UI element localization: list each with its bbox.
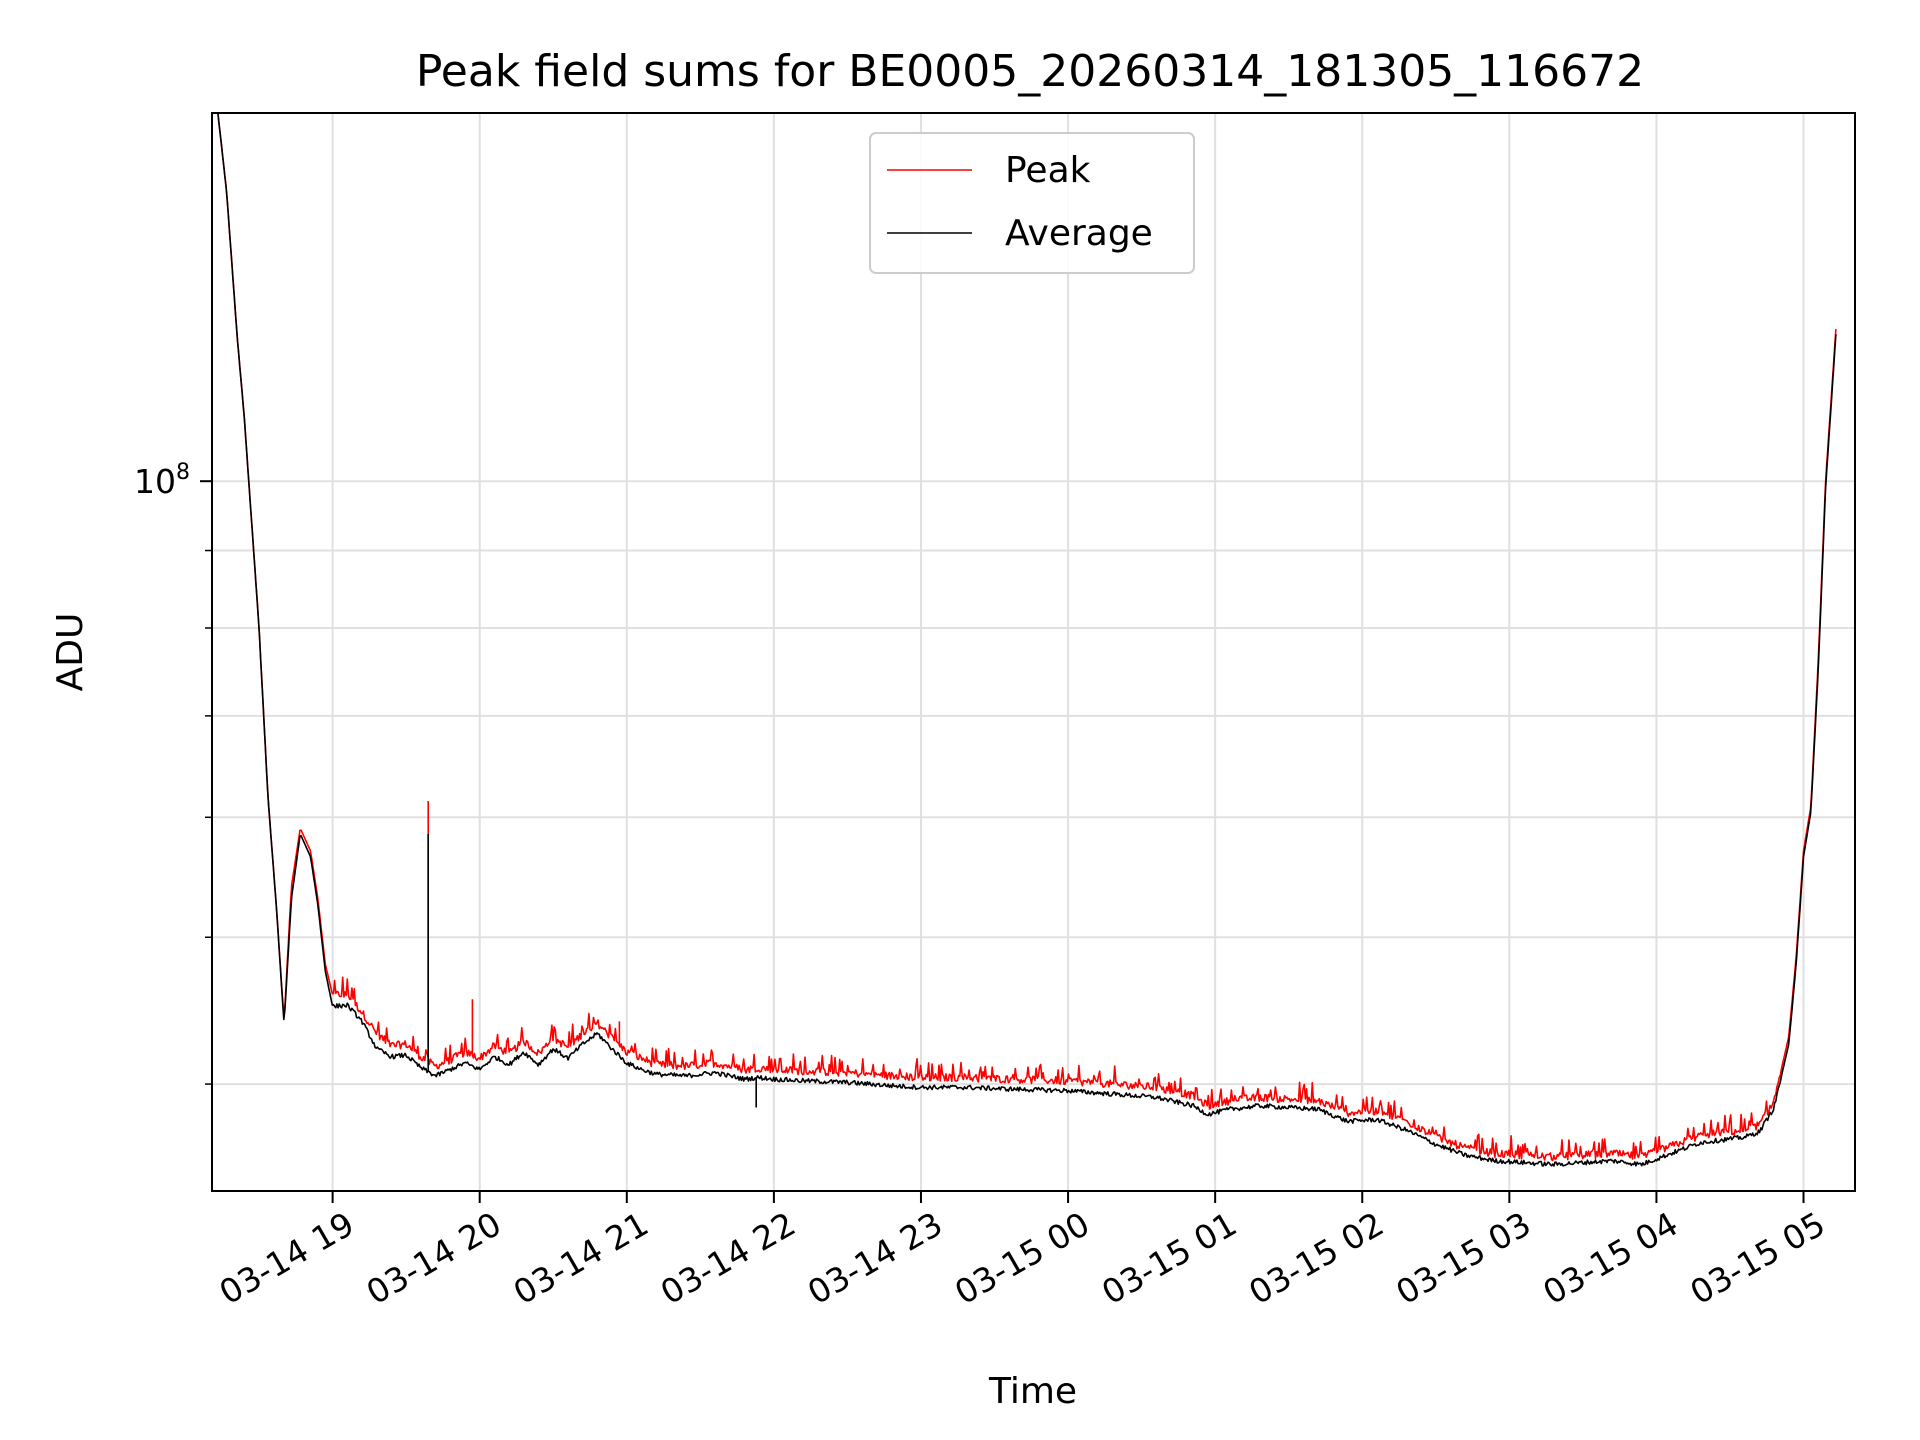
- legend: Peak Average: [869, 132, 1195, 274]
- legend-peak-label: Peak: [1005, 150, 1091, 191]
- series-average-line: [217, 113, 1837, 1167]
- chart-title: Peak field sums for BE0005_20260314_1813…: [416, 46, 1644, 97]
- y-axis-label: ADU: [50, 613, 91, 692]
- legend-box: [869, 132, 1195, 274]
- grid-lines: [212, 113, 1855, 1191]
- legend-average-label: Average: [1005, 213, 1153, 254]
- y-tick-label: 108: [134, 460, 190, 501]
- plot-area-frame: [211, 112, 1856, 1192]
- series-layer: [217, 113, 1837, 1167]
- y-axis: 108: [134, 460, 212, 1085]
- x-axis-label: Time: [988, 1371, 1077, 1412]
